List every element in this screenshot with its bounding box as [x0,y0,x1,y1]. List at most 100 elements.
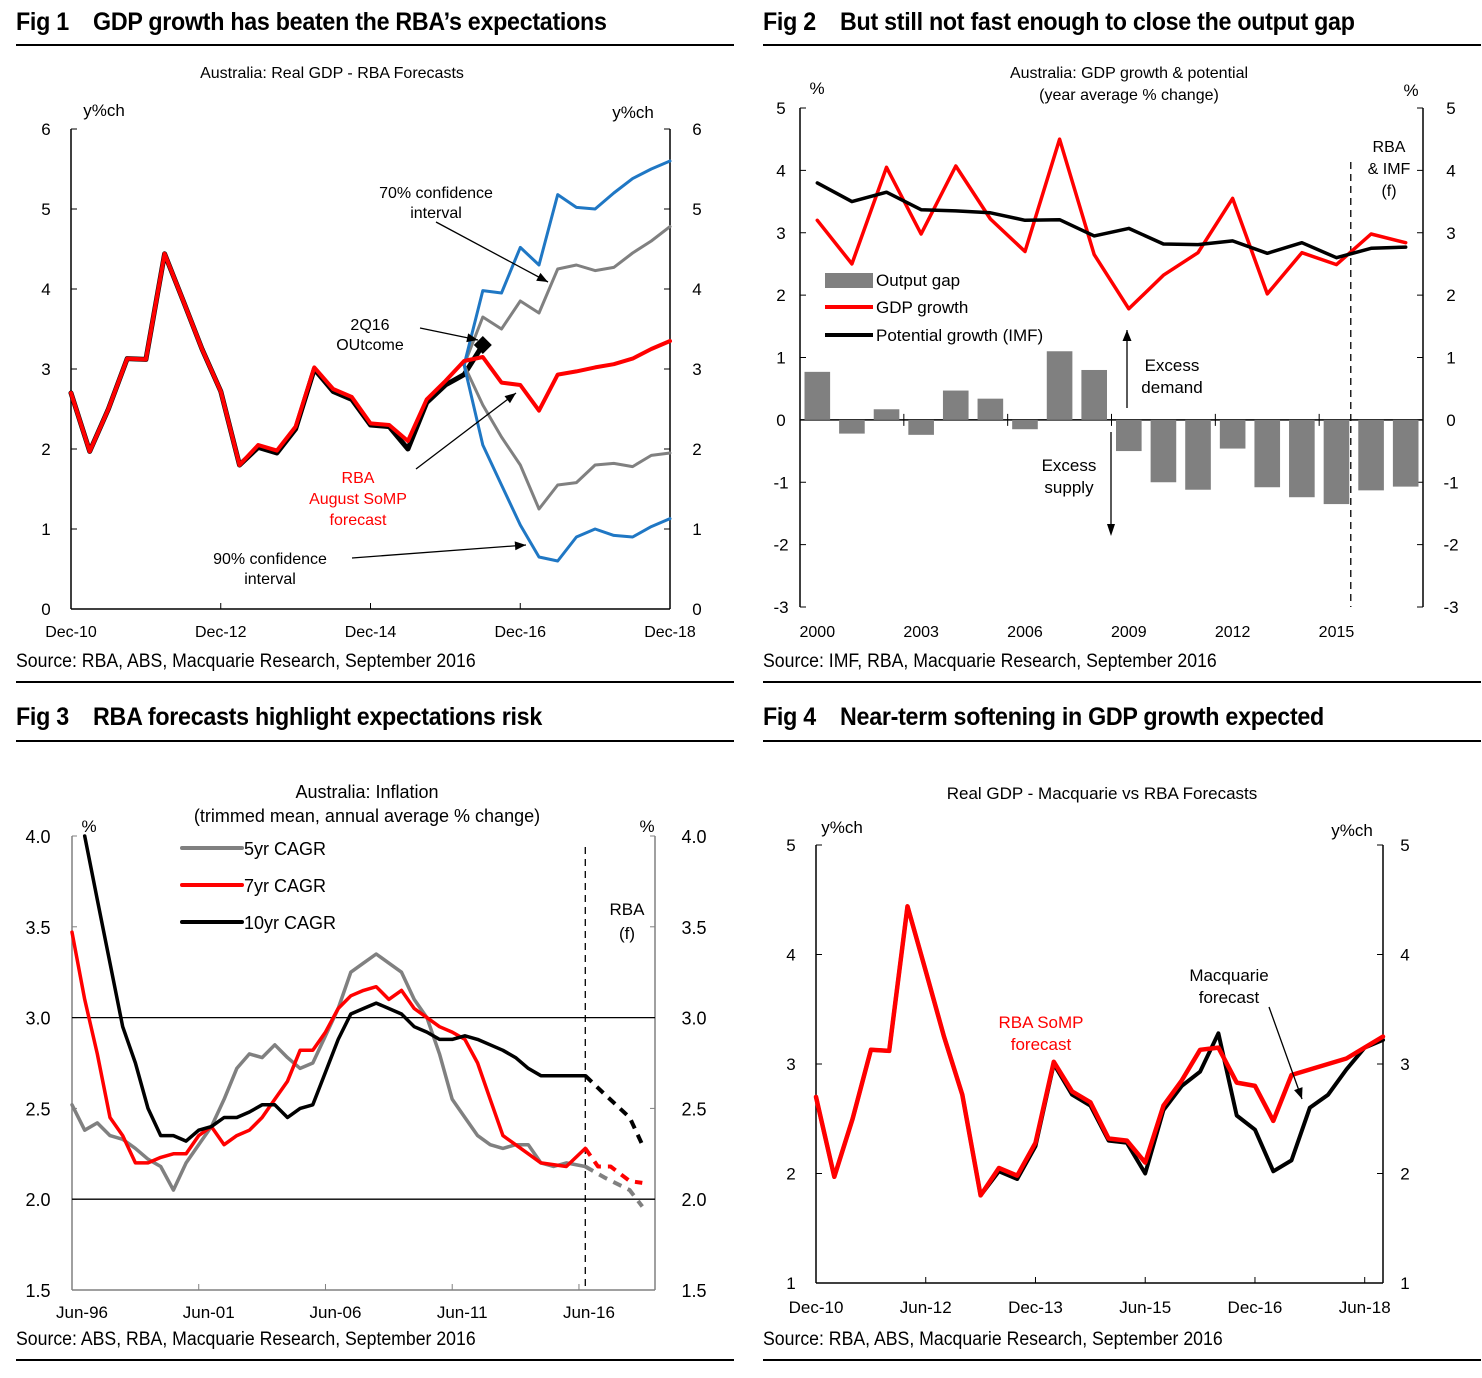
y-tick-label-left: 1 [776,349,785,368]
figure-4-number: Fig 4 [763,703,816,731]
x-tick-label: Dec-14 [345,624,397,641]
y-tick-label-left: 2.0 [25,1190,50,1210]
y-tick-label-right: 1.5 [681,1281,706,1301]
y-tick-label-left: 0 [41,600,50,619]
excess-demand-arrow-head [1122,330,1132,341]
y-axis-label-left: y%ch [821,818,863,837]
y-tick-label-right: -1 [1443,473,1458,492]
annotation-macquarie-forecast-line-2: forecast [1199,988,1260,1007]
figure-1: Fig 1 GDP growth has beaten the RBA’s exp… [16,0,734,690]
y-axis-label-right: y%ch [612,103,654,122]
y-tick-label-left: 1 [41,520,50,539]
x-tick-label: 2006 [1007,624,1043,641]
y-tick-label-left: 6 [41,120,50,139]
y-tick-label-left: 4 [786,946,795,965]
figure-1-bottom-rule [16,681,734,683]
series-70-upper [462,225,672,367]
figure-3-heading: RBA forecasts highlight expectations ris… [93,703,542,731]
figure-2: Fig 2 But still not fast enough to close … [763,0,1481,690]
x-tick-label: Dec-16 [494,624,546,641]
bar-output-gap-2012 [1219,419,1246,449]
y-tick-label-left: 4 [41,280,50,299]
x-tick-label: Dec-10 [789,1298,844,1317]
x-tick-label: Jun-18 [1339,1298,1391,1317]
bar-output-gap-2016 [1358,419,1384,491]
y-tick-label-left: 1.5 [25,1281,50,1301]
x-tick-label: Jun-06 [309,1303,361,1322]
y-tick-label-left: 4.0 [25,827,50,847]
y-tick-label-right: 1 [1446,349,1455,368]
legend-label-7yr-cagr: 7yr CAGR [244,876,326,896]
x-tick-label: Jun-12 [900,1298,952,1317]
y-axis-label-left: % [809,79,824,98]
bar-output-gap-2005 [977,398,1004,420]
annotation-excess-supply-line-1: Excess [1042,456,1097,475]
figure-1-top-rule [16,44,734,46]
bar-output-gap-2013 [1254,419,1281,488]
y-tick-label-right: 0 [692,600,701,619]
annotation-rba-forecast-line-2: forecast [1011,1035,1072,1054]
y-tick-label-left: 5 [786,836,795,855]
legend-label-potential-growth: Potential growth (IMF) [876,326,1043,345]
series-potential-growth-imf [815,181,1408,260]
y-axis-label-left: % [81,817,96,836]
figure-2-source: Source: IMF, RBA, Macquarie Research, Se… [763,651,1217,672]
x-tick-label: 2009 [1111,624,1147,641]
annotation-ci70-arrow-head [536,272,548,282]
series-7yr-cagr-forecast [583,1147,643,1185]
annotation-rba-forecast-line-3: forecast [330,512,387,529]
x-tick-label: Jun-11 [437,1303,488,1322]
bar-output-gap-2017 [1392,419,1419,487]
y-tick-label-left: 0 [776,411,785,430]
figure-2-number: Fig 2 [763,8,816,36]
x-tick-label: Dec-13 [1008,1298,1063,1317]
x-tick-label: Jun-01 [183,1303,235,1322]
forecast-label-line-3: (f) [1381,183,1396,200]
x-tick-label: 2015 [1319,624,1355,641]
y-tick-label-right: 2 [1400,1165,1409,1184]
y-tick-label-right: -2 [1443,536,1458,555]
series-rba-somp-forecast [813,904,1386,1198]
bar-output-gap-2009 [1115,419,1142,452]
x-tick-label: Dec-18 [644,624,696,641]
chart-title-line-1: Australia: Inflation [295,782,438,802]
chart-title-line-1: Australia: GDP growth & potential [1010,65,1248,82]
bar-output-gap-2008 [1081,369,1108,420]
y-tick-label-right: 6 [692,120,701,139]
chart-title: Australia: Real GDP - RBA Forecasts [200,65,464,82]
annotation-ci90-arrow-head [514,541,526,551]
y-tick-label-left: 2 [776,286,785,305]
y-tick-label-left: 1 [786,1274,795,1293]
annotation-outcome-arrow-head [466,333,478,343]
forecast-label-line-2: & IMF [1368,161,1411,178]
x-tick-label: Dec-10 [45,624,97,641]
y-tick-label-right: 4.0 [681,827,706,847]
y-tick-label-right: 5 [1446,99,1455,118]
annotation-rba-forecast-line-1: RBA [342,470,375,487]
y-tick-label-left: 2 [41,440,50,459]
figure-1-chart: Australia: Real GDP - RBA Forecasts y%ch y… [41,65,701,641]
excess-supply-arrow-head [1107,524,1115,536]
y-tick-label-right: 2.0 [681,1190,706,1210]
y-tick-label-left: 3 [41,360,50,379]
x-tick-label: Dec-16 [1228,1298,1283,1317]
x-tick-label: Jun-15 [1119,1298,1171,1317]
figure-2-heading: But still not fast enough to close the o… [840,8,1355,36]
figure-1-number: Fig 1 [16,8,69,36]
bar-output-gap-2010 [1150,419,1177,483]
figure-4-top-rule [763,740,1481,742]
annotation-rba-forecast-line-1: RBA SoMP [998,1013,1083,1032]
series-rba-august-somp-forecast [69,251,672,467]
x-tick-label: Dec-12 [195,624,247,641]
annotation-ci70-line-1: 70% confidence [379,185,493,202]
x-tick-label: 2000 [800,624,836,641]
x-tick-label: 2003 [903,624,939,641]
y-tick-label-left: 4 [776,161,785,180]
figure-1-source: Source: RBA, ABS, Macquarie Research, Se… [16,651,476,672]
bar-output-gap-2000 [804,371,831,420]
chart-title: Real GDP - Macquarie vs RBA Forecasts [947,784,1258,803]
x-tick-label: 2012 [1215,624,1251,641]
bar-output-gap-2003 [908,419,934,435]
annotation-excess-supply-line-2: supply [1044,478,1094,497]
y-tick-label-right: 1 [1400,1274,1409,1293]
